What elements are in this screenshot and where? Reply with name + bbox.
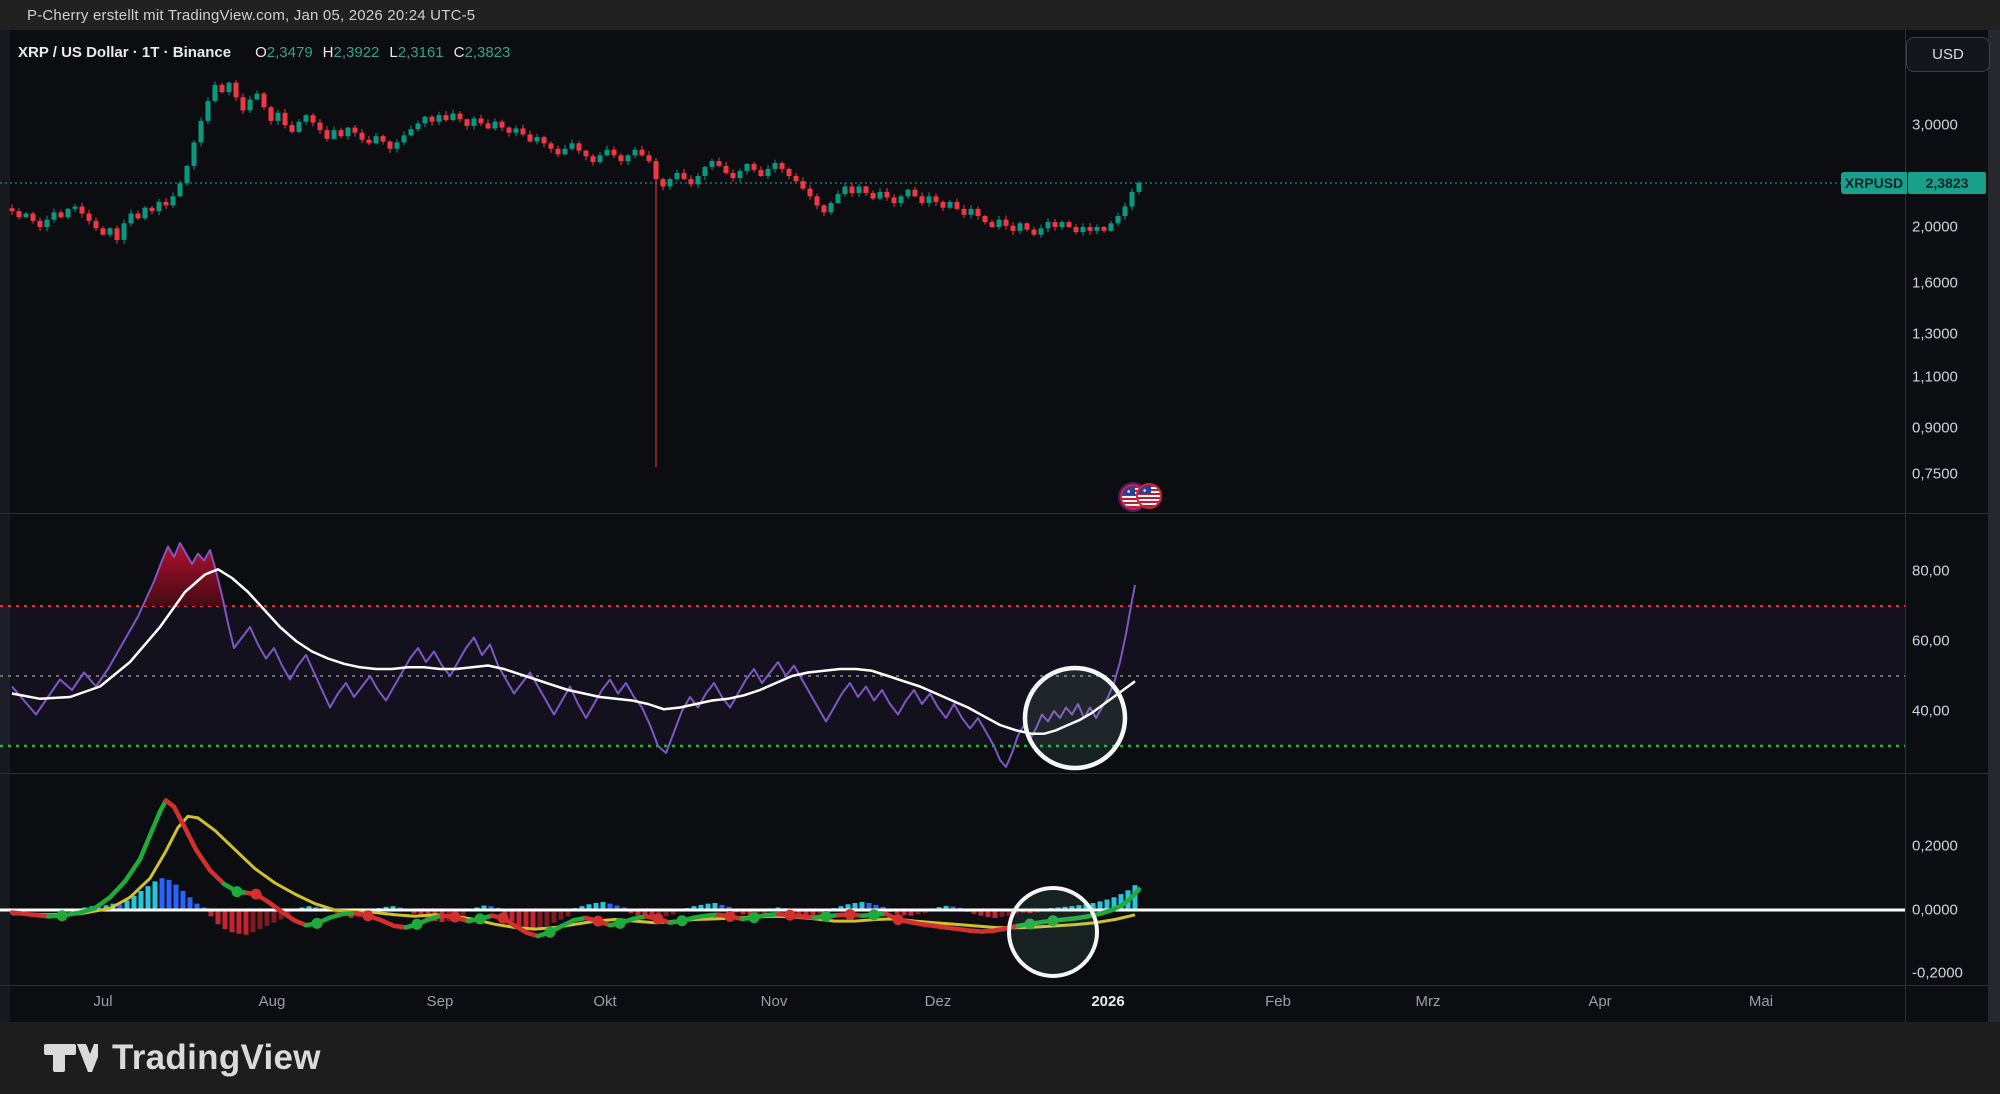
ohlc-high-label: H [322,43,334,61]
rsi-tick-label: 60,00 [1912,632,1950,650]
tradingview-wordmark[interactable]: TradingView [112,1038,321,1077]
rsi-highlight-circle [1022,665,1128,771]
time-tick-mai: Mai [1748,993,1774,1010]
ohlc-close-label: C [453,43,465,61]
ohlc-high-value: 2,3922 [333,43,380,61]
ohlc-open-label: O [255,43,267,61]
price-tick-label: 0,7500 [1912,465,1958,483]
time-tick-dez: Dez [924,993,952,1010]
time-axis[interactable]: Jul Aug Sep Okt Nov Dez 2026 Feb Mrz Apr Mai [0,985,1988,1022]
rsi-tick-label: 40,00 [1912,702,1950,720]
rsi-tick-label: 80,00 [1912,562,1950,580]
symbol-legend[interactable]: XRP / US Dollar · 1T · Binance O 2,3479 H… [18,43,510,61]
price-tick-label: 2,0000 [1912,218,1958,236]
currency-toggle-button[interactable]: USD [1906,37,1990,72]
price-tick-label: 0,9000 [1912,419,1958,437]
macd-tick-label: 0,2000 [1912,837,1958,855]
price-tick-label: 3,0000 [1912,116,1958,134]
macd-highlight-circle [1007,886,1099,978]
ohlc-low-label: L [389,43,398,61]
economic-event-flags-marker[interactable] [1120,482,1180,512]
price-pane-canvas[interactable] [0,30,1905,513]
price-tick-label: 1,6000 [1912,274,1958,292]
ohlc-open-value: 2,3479 [266,43,313,61]
price-scale-separator [1905,30,1906,1022]
price-tick-label: 1,3000 [1912,325,1958,343]
tradingview-logo-icon[interactable] [44,1042,98,1074]
macd-pane-canvas[interactable] [0,773,1905,985]
macd-tick-label: 0,0000 [1912,901,1958,919]
time-tick-nov: Nov [760,993,788,1010]
time-tick-jul: Jul [93,993,113,1010]
last-price-symbol-badge: XRPUSD [1841,172,1907,194]
time-axis-separator [0,985,1988,986]
time-tick-aug: Aug [258,993,286,1010]
time-tick-sep: Sep [426,993,454,1010]
rsi-pane-canvas[interactable] [0,513,1905,773]
time-tick-okt: Okt [593,993,617,1010]
time-tick-mrz: Mrz [1415,993,1441,1010]
us-flag-icon [1136,483,1162,509]
attribution-bar: P-Cherry erstellt mit TradingView.com, J… [0,0,2000,31]
time-tick-feb: Feb [1265,993,1291,1010]
footer-bar: TradingView [0,1022,2000,1094]
ohlc-close-value: 2,3823 [464,43,511,61]
last-price-value-badge: 2,3823 [1908,172,1986,194]
symbol-title[interactable]: XRP / US Dollar · 1T · Binance [18,43,232,61]
time-tick-apr: Apr [1588,993,1612,1010]
ohlc-low-value: 2,3161 [397,43,444,61]
price-tick-label: 1,1000 [1912,368,1958,386]
currency-label: USD [1932,46,1964,63]
left-edge-strip [0,30,10,1022]
attribution-text: P-Cherry erstellt mit TradingView.com, J… [27,6,476,24]
pane-separator-2[interactable] [0,773,1988,774]
time-tick-2026: 2026 [1091,993,1125,1010]
macd-tick-label: -0,2000 [1912,964,1963,982]
pane-separator-1[interactable] [0,513,1988,514]
chart-area[interactable] [0,30,2000,1022]
right-edge-strip[interactable] [1988,30,2000,1022]
